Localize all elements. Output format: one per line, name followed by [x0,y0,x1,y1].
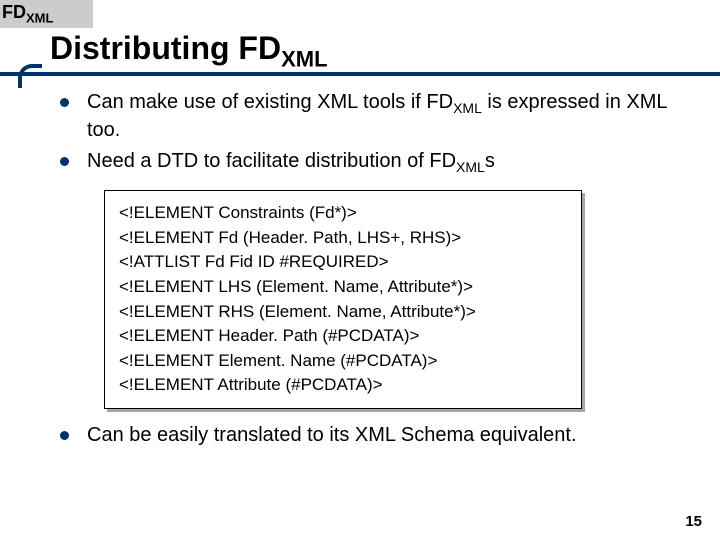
bullet-icon [60,431,69,440]
bullet-icon [60,157,69,166]
text-part: Need a DTD to facilitate distribution of… [87,150,456,172]
title-sub: XML [281,46,327,71]
text-part: s [485,150,495,172]
code-line: <!ELEMENT RHS (Element. Name, Attribute*… [119,300,567,325]
bullet-item: Can make use of existing XML tools if FD… [60,90,690,143]
page-number: 15 [685,513,702,530]
corner-prefix: FD [2,2,26,22]
code-line: <!ELEMENT Fd (Header. Path, LHS+, RHS)> [119,226,567,251]
corner-sub: XML [26,11,53,26]
bullet-item: Can be easily translated to its XML Sche… [60,423,690,448]
title-underline [0,72,720,76]
text-sub: XML [456,159,485,175]
code-line: <!ELEMENT LHS (Element. Name, Attribute*… [119,275,567,300]
text-part: Can make use of existing XML tools if FD [87,91,453,113]
bullet-text: Need a DTD to facilitate distribution of… [87,149,495,177]
bullet-item: Need a DTD to facilitate distribution of… [60,149,690,177]
bullet-icon [60,98,69,107]
slide-title: Distributing FDXML [50,30,328,72]
title-prefix: Distributing FD [50,30,281,66]
code-line: <!ELEMENT Attribute (#PCDATA)> [119,373,567,398]
code-line: <!ATTLIST Fd Fid ID #REQUIRED> [119,250,567,275]
text-sub: XML [453,100,482,116]
bullet-text: Can be easily translated to its XML Sche… [87,423,577,448]
corner-label: FDXML [0,0,93,28]
code-box: <!ELEMENT Constraints (Fd*)> <!ELEMENT F… [104,190,582,409]
content-area: Can make use of existing XML tools if FD… [60,90,690,454]
code-line: <!ELEMENT Element. Name (#PCDATA)> [119,349,567,374]
code-line: <!ELEMENT Constraints (Fd*)> [119,201,567,226]
code-line: <!ELEMENT Header. Path (#PCDATA)> [119,324,567,349]
bullet-text: Can make use of existing XML tools if FD… [87,90,690,143]
